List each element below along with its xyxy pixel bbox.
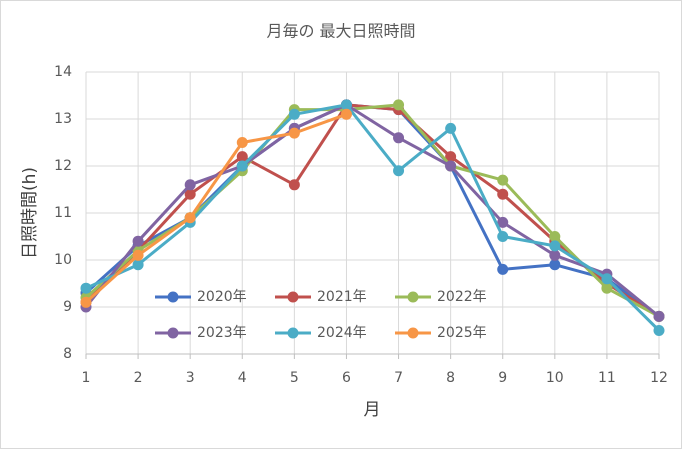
legend-label: 2025年 [437, 325, 487, 341]
x-tick-label: 8 [446, 370, 455, 386]
x-tick-label: 12 [650, 370, 668, 386]
legend-label: 2024年 [317, 325, 367, 341]
legend-marker [167, 291, 179, 303]
legend-marker [407, 327, 419, 339]
data-point [653, 325, 665, 336]
series-line [85, 103, 661, 332]
data-point [184, 188, 196, 200]
chart-title: 月毎の 最大日照時間 [266, 22, 415, 41]
data-point [393, 132, 405, 144]
data-point [601, 273, 613, 285]
data-point [549, 240, 561, 252]
legend-label: 2021年 [317, 289, 367, 305]
data-point [80, 296, 92, 308]
x-tick-label: 1 [82, 370, 91, 386]
legend-marker [287, 291, 299, 303]
data-point [445, 160, 457, 172]
x-axis-title: 月 [364, 400, 381, 420]
data-point [132, 235, 144, 247]
data-point [497, 263, 509, 275]
data-point [288, 179, 300, 191]
legend-label: 2023年 [197, 325, 247, 341]
y-tick-label: 8 [63, 346, 72, 362]
data-point [445, 122, 457, 134]
data-point [132, 259, 144, 271]
data-point [445, 151, 457, 163]
x-tick-label: 4 [238, 370, 247, 386]
data-point [132, 249, 144, 261]
x-tick-label: 7 [394, 370, 403, 386]
y-tick-label: 10 [54, 252, 72, 268]
series-line [84, 103, 660, 318]
x-tick-label: 6 [342, 370, 351, 386]
data-point [549, 231, 561, 242]
data-point [497, 188, 509, 200]
y-tick-label: 12 [54, 158, 72, 174]
legend-label: 2022年 [437, 289, 487, 305]
data-point [184, 212, 196, 224]
x-tick-label: 2 [134, 370, 143, 386]
x-tick-label: 10 [546, 370, 564, 386]
data-point [393, 99, 405, 111]
data-point [288, 127, 300, 139]
data-point [236, 160, 248, 172]
legend-label: 2020年 [197, 289, 247, 305]
x-tick-label: 3 [186, 370, 195, 386]
legend-marker [407, 291, 419, 303]
x-tick-label: 11 [598, 370, 616, 386]
data-point [497, 216, 509, 228]
data-point [80, 282, 92, 294]
data-point [236, 151, 248, 163]
data-point [601, 282, 613, 294]
data-point [497, 231, 509, 242]
data-point [340, 99, 352, 111]
y-tick-label: 9 [63, 299, 72, 315]
y-tick-label: 11 [54, 205, 72, 221]
data-point [653, 310, 665, 322]
legend-marker [167, 327, 179, 339]
y-tick-label: 14 [54, 64, 72, 80]
x-tick-label: 5 [290, 370, 299, 386]
legend-marker [287, 327, 299, 339]
data-point [393, 165, 405, 177]
data-point [340, 108, 352, 120]
x-tick-label: 9 [498, 370, 507, 386]
data-point [549, 249, 561, 261]
series-line [84, 112, 347, 304]
data-point [184, 179, 196, 191]
data-point [288, 108, 300, 120]
data-point [497, 174, 509, 186]
data-point [236, 137, 248, 148]
y-axis-title: 日照時間(h) [20, 167, 40, 259]
data-point [549, 259, 561, 271]
y-tick-label: 13 [54, 111, 72, 127]
